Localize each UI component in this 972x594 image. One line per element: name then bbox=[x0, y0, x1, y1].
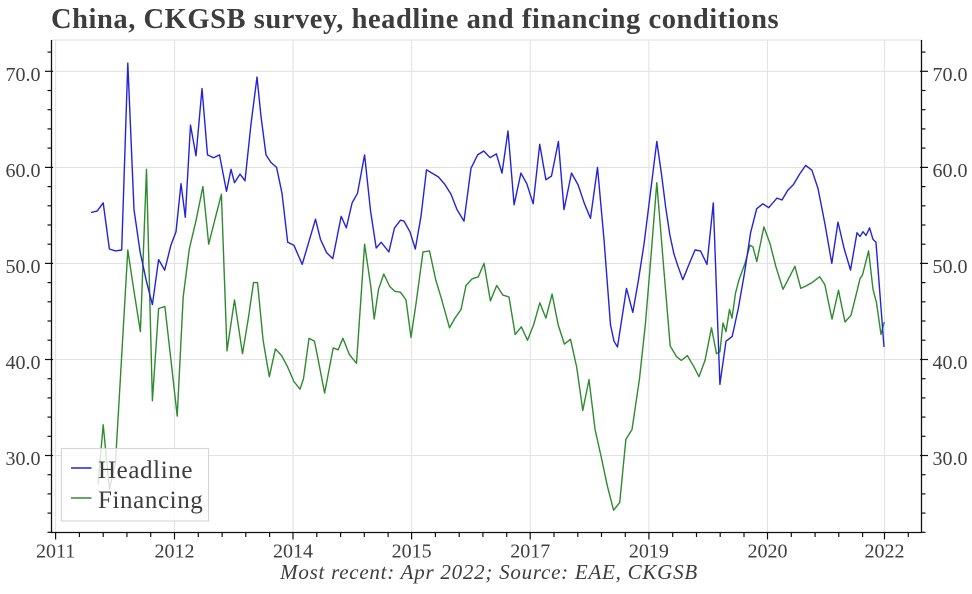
svg-text:2022: 2022 bbox=[865, 541, 905, 563]
svg-text:2012: 2012 bbox=[155, 541, 195, 563]
svg-text:Financing: Financing bbox=[98, 487, 203, 514]
svg-text:50.0: 50.0 bbox=[6, 256, 41, 278]
svg-text:50.0: 50.0 bbox=[933, 256, 968, 278]
svg-text:Most recent: Apr 2022; Source:: Most recent: Apr 2022; Source: EAE, CKGS… bbox=[279, 560, 698, 584]
svg-text:40.0: 40.0 bbox=[933, 352, 968, 374]
svg-text:30.0: 30.0 bbox=[6, 448, 41, 470]
svg-text:70.0: 70.0 bbox=[933, 64, 968, 86]
svg-text:2011: 2011 bbox=[36, 541, 75, 563]
svg-text:Headline: Headline bbox=[98, 457, 193, 484]
svg-text:70.0: 70.0 bbox=[6, 64, 41, 86]
svg-text:2015: 2015 bbox=[392, 541, 432, 563]
svg-text:2017: 2017 bbox=[510, 541, 550, 563]
svg-text:2014: 2014 bbox=[273, 541, 313, 563]
svg-text:60.0: 60.0 bbox=[933, 160, 968, 182]
svg-text:40.0: 40.0 bbox=[6, 352, 41, 374]
svg-text:60.0: 60.0 bbox=[6, 160, 41, 182]
svg-text:2020: 2020 bbox=[748, 541, 788, 563]
svg-text:China, CKGSB survey, headline: China, CKGSB survey, headline and financ… bbox=[51, 4, 779, 35]
svg-text:30.0: 30.0 bbox=[933, 448, 968, 470]
svg-text:2019: 2019 bbox=[629, 541, 669, 563]
